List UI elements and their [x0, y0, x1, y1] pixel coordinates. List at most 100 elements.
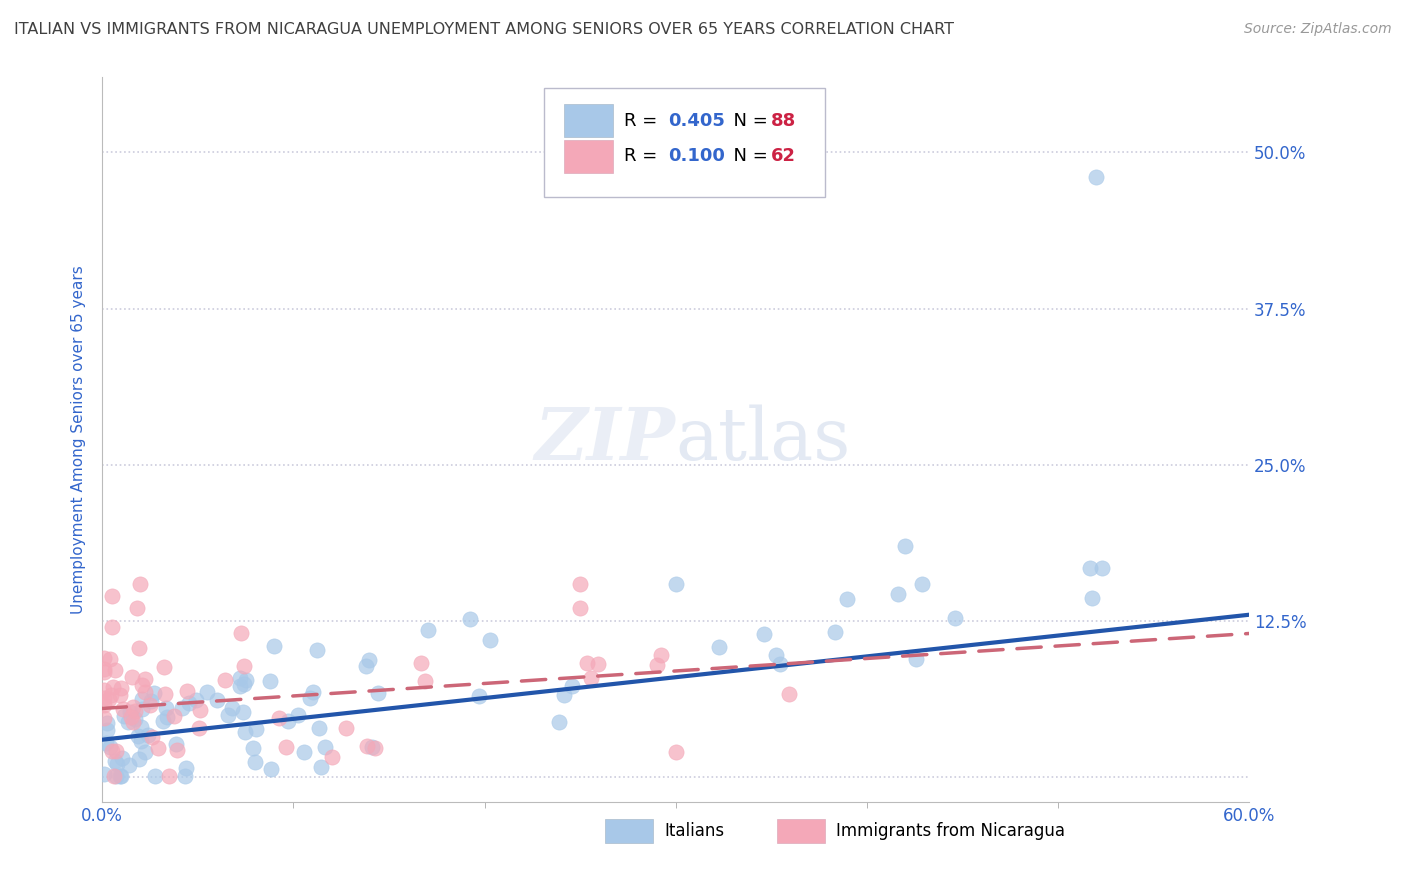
- Point: [259, 674, 281, 689]
- Point: [129, 720, 152, 734]
- Point: [152, 714, 174, 728]
- Text: Source: ZipAtlas.com: Source: ZipAtlas.com: [1244, 22, 1392, 37]
- Point: [122, 699, 145, 714]
- Point: [309, 760, 332, 774]
- Point: [232, 658, 254, 673]
- FancyBboxPatch shape: [605, 819, 652, 844]
- Point: [108, 769, 131, 783]
- Point: [314, 740, 336, 755]
- Point: [110, 681, 132, 695]
- Point: [163, 709, 186, 723]
- Point: [232, 705, 254, 719]
- Point: [155, 701, 177, 715]
- Text: R =: R =: [624, 112, 664, 130]
- Point: [305, 643, 328, 657]
- Point: [707, 640, 730, 654]
- Point: [128, 752, 150, 766]
- Point: [824, 624, 846, 639]
- Point: [335, 721, 357, 735]
- Point: [367, 686, 389, 700]
- Point: [101, 744, 124, 758]
- Text: R =: R =: [624, 146, 664, 165]
- Text: 0.405: 0.405: [668, 112, 724, 130]
- Point: [217, 707, 239, 722]
- Point: [665, 745, 688, 759]
- Point: [117, 715, 139, 730]
- Point: [166, 742, 188, 756]
- Point: [98, 651, 121, 665]
- Point: [229, 679, 252, 693]
- Point: [299, 690, 322, 705]
- Point: [363, 740, 385, 755]
- Point: [129, 576, 152, 591]
- Point: [581, 671, 603, 685]
- Point: [904, 652, 927, 666]
- Point: [146, 741, 169, 756]
- Point: [170, 701, 193, 715]
- Point: [769, 657, 792, 671]
- Point: [354, 658, 377, 673]
- Point: [360, 739, 382, 754]
- Point: [232, 677, 254, 691]
- Point: [357, 653, 380, 667]
- Point: [765, 648, 787, 662]
- Point: [413, 673, 436, 688]
- Point: [129, 734, 152, 748]
- Point: [229, 626, 252, 640]
- FancyBboxPatch shape: [776, 819, 825, 844]
- Point: [153, 687, 176, 701]
- Point: [94, 736, 117, 750]
- Point: [235, 673, 257, 687]
- Point: [409, 656, 432, 670]
- Point: [569, 601, 592, 615]
- Point: [269, 711, 291, 725]
- Point: [118, 757, 141, 772]
- FancyBboxPatch shape: [564, 103, 613, 136]
- Point: [93, 698, 115, 712]
- Point: [1081, 591, 1104, 605]
- Text: 62: 62: [770, 146, 796, 165]
- Point: [188, 702, 211, 716]
- Point: [105, 756, 128, 771]
- Point: [356, 739, 378, 753]
- Point: [121, 714, 143, 729]
- Point: [93, 690, 115, 705]
- Text: N =: N =: [721, 112, 773, 130]
- Point: [131, 678, 153, 692]
- Point: [125, 601, 148, 615]
- Point: [894, 539, 917, 553]
- Text: N =: N =: [721, 146, 773, 165]
- Point: [103, 769, 125, 783]
- Text: Immigrants from Nicaragua: Immigrants from Nicaragua: [837, 822, 1066, 840]
- Point: [229, 671, 252, 685]
- Point: [104, 754, 127, 768]
- Point: [93, 662, 115, 676]
- Point: [112, 709, 135, 723]
- Point: [321, 750, 343, 764]
- Point: [110, 769, 132, 783]
- Point: [177, 696, 200, 710]
- Point: [157, 769, 180, 783]
- Point: [205, 693, 228, 707]
- Point: [100, 620, 122, 634]
- Point: [221, 701, 243, 715]
- Point: [96, 723, 118, 738]
- Point: [128, 640, 150, 655]
- Point: [292, 745, 315, 759]
- Point: [100, 688, 122, 702]
- Point: [887, 587, 910, 601]
- Point: [553, 688, 575, 702]
- Point: [665, 576, 688, 591]
- Point: [142, 686, 165, 700]
- Point: [195, 685, 218, 699]
- Point: [111, 751, 134, 765]
- Point: [263, 639, 285, 653]
- Point: [93, 665, 115, 679]
- Point: [468, 689, 491, 703]
- Point: [100, 589, 122, 603]
- Point: [100, 740, 122, 755]
- Point: [260, 762, 283, 776]
- Point: [243, 755, 266, 769]
- Point: [1091, 561, 1114, 575]
- Point: [214, 673, 236, 687]
